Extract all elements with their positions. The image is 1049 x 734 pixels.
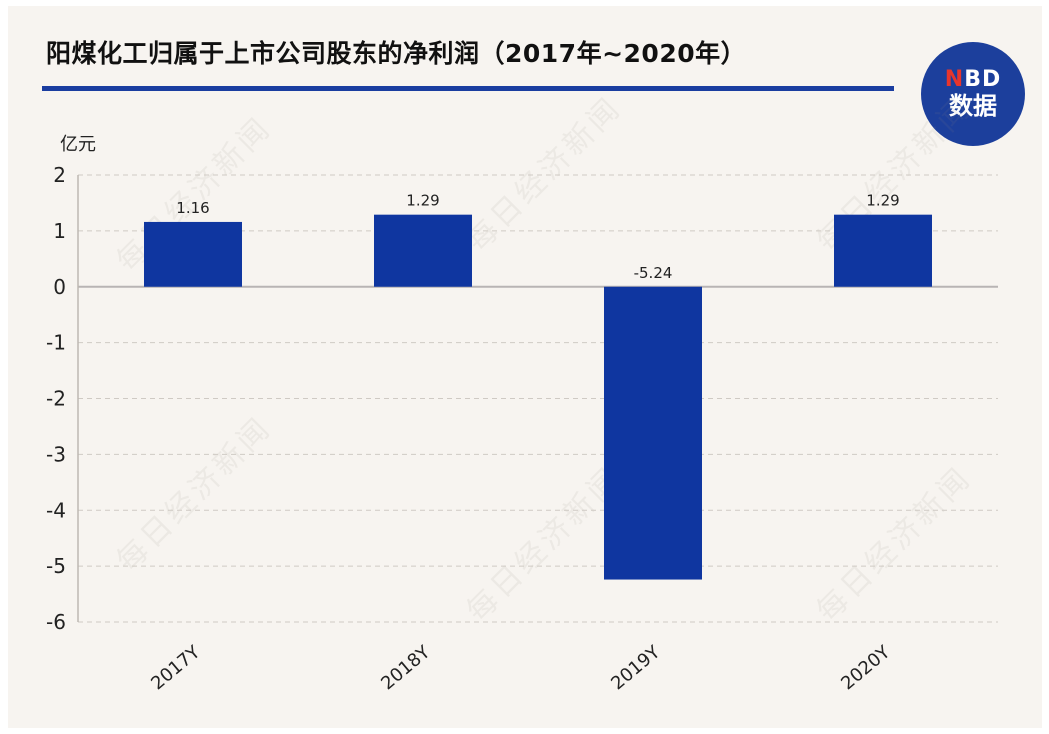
- data-label: 1.29: [406, 192, 439, 210]
- logo-brand-rest: BD: [964, 67, 1002, 92]
- bar-2017Y: [144, 221, 242, 287]
- y-tick-label: -2: [46, 387, 66, 411]
- y-tick-label: -6: [46, 610, 66, 634]
- bar-2019Y: [604, 286, 702, 580]
- bar-2018Y: [374, 214, 472, 287]
- y-tick-label: 2: [53, 163, 66, 187]
- x-tick-label: 2018Y: [377, 641, 435, 694]
- logo-subtitle: 数据: [949, 92, 997, 120]
- title-underline: [42, 86, 894, 91]
- y-axis: 2 1 0 -1 -2 -3 -4 -5 -6: [46, 163, 79, 634]
- nbd-logo: NBD 数据: [921, 42, 1025, 146]
- x-tick-label: 2017Y: [147, 641, 205, 694]
- data-label: 1.29: [866, 192, 899, 210]
- y-tick-label: -3: [46, 442, 66, 466]
- y-axis-unit: 亿元: [60, 134, 96, 155]
- logo-brand: NBD: [945, 68, 1001, 92]
- bar-2020Y: [834, 214, 932, 287]
- x-tick-label: 2019Y: [607, 641, 665, 694]
- data-label: -5.24: [634, 264, 673, 282]
- data-labels: 1.16 1.29 -5.24 1.29: [176, 192, 899, 282]
- y-tick-label: -5: [46, 554, 66, 578]
- y-tick-label: 1: [53, 219, 66, 243]
- y-tick-label: -1: [46, 331, 66, 355]
- chart-title: 阳煤化工归属于上市公司股东的净利润（2017年~2020年）: [46, 39, 747, 68]
- logo-brand-accent: N: [944, 67, 965, 92]
- x-axis: 2017Y 2018Y 2019Y 2020Y: [147, 641, 895, 694]
- y-tick-label: -4: [46, 498, 66, 522]
- bars: [144, 214, 932, 580]
- y-tick-label: 0: [53, 275, 66, 299]
- x-tick-label: 2020Y: [837, 641, 895, 694]
- data-label: 1.16: [176, 199, 209, 217]
- chart-card: [8, 6, 1042, 728]
